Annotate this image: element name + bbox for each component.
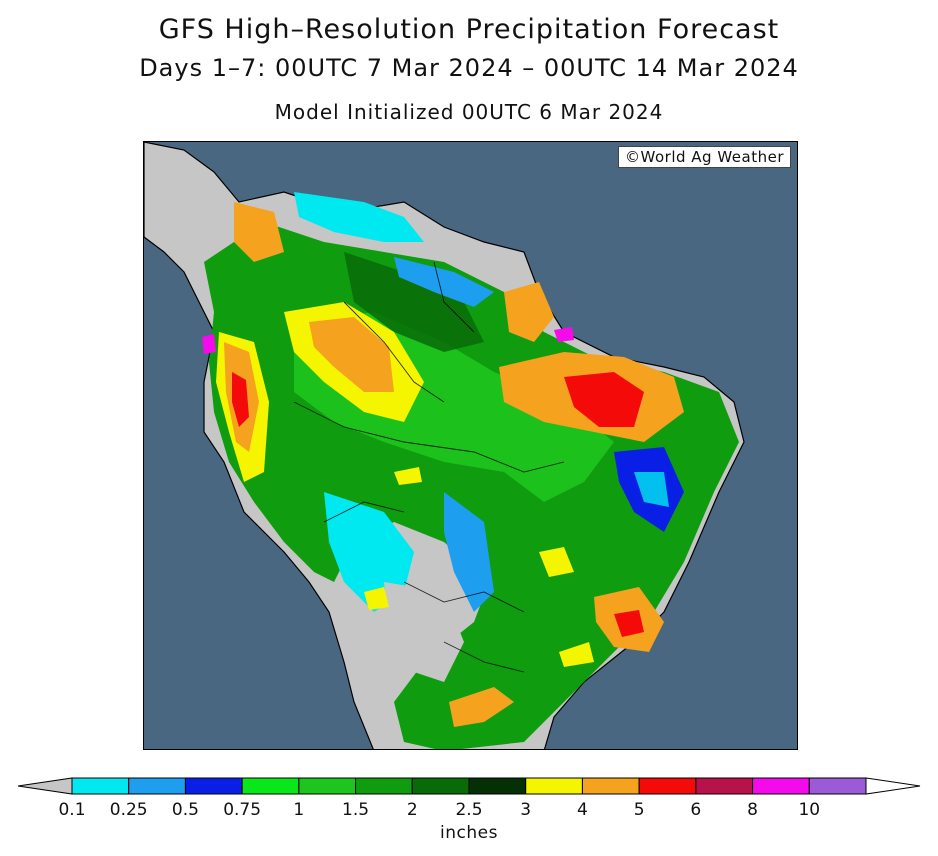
precip-red-andes [232, 372, 249, 427]
colorbar-swatch [184, 777, 243, 795]
colorbar-tick-label: 2 [406, 800, 418, 820]
colorbar-tick-label: 1.5 [342, 800, 370, 820]
colorbar-tick-label: 2.5 [455, 800, 483, 820]
colorbar-tick-label: 1 [293, 800, 305, 820]
precip-orange-west [309, 317, 394, 392]
colorbar-tick-label: 0.5 [171, 800, 199, 820]
precip-magenta-andes [202, 334, 216, 354]
precip-darkgreen-zone [344, 252, 484, 352]
colorbar-swatch [71, 777, 130, 795]
dry-southern-cone [384, 582, 464, 682]
precipitation-map: ©World Ag Weather [143, 141, 798, 750]
colorbar-low-arrow [17, 777, 73, 795]
colorbar-tick-label: 0.1 [58, 800, 86, 820]
precip-cyan-east [634, 472, 669, 507]
precip-red-southeast [614, 610, 644, 637]
colorbar-swatch [581, 777, 640, 795]
precipitation-colorbar [17, 777, 921, 795]
colorbar-high-arrow [865, 777, 921, 795]
precip-blue-south [444, 492, 494, 612]
country-borders [293, 261, 565, 673]
colorbar-swatch [355, 777, 413, 795]
colorbar-swatch [752, 777, 810, 795]
colorbar-swatch [808, 777, 867, 795]
model-init-time: Model Initialized 00UTC 6 Mar 2024 [274, 100, 664, 124]
precip-orange-south [449, 687, 514, 727]
precip-red-northeast [564, 372, 644, 427]
colorbar-swatch [241, 777, 300, 795]
colorbar-swatch [525, 777, 583, 795]
precip-magenta-para [554, 327, 574, 342]
colorbar-swatch [695, 777, 754, 795]
colorbar-tick-label: 3 [520, 800, 532, 820]
colorbar-tick-label: 8 [747, 800, 758, 820]
precip-cyan-south [324, 492, 414, 612]
colorbar-tick-label: 0.75 [223, 800, 262, 820]
colorbar-tick-label: 4 [577, 800, 588, 820]
colorbar-tick-label: 5 [633, 800, 645, 820]
colorbar-swatch [298, 777, 357, 795]
colorbar-tick-label: 10 [798, 800, 821, 820]
precip-blue-north [394, 257, 494, 307]
colorbar-swatch [128, 777, 186, 795]
copyright-label: ©World Ag Weather [618, 146, 791, 168]
colorbar-tick-label: 0.25 [109, 800, 148, 820]
precip-yellow-spots [364, 467, 594, 667]
colorbar-swatch [411, 777, 470, 795]
precipitation-map-canvas [144, 142, 745, 749]
colorbar-swatch [468, 777, 527, 795]
precip-cyan-north [294, 192, 424, 242]
precip-orange-amapa [504, 282, 554, 342]
precip-orange-colombia [234, 202, 284, 262]
colorbar-units: inches [440, 823, 498, 843]
colorbar-tick-label: 6 [690, 800, 702, 820]
colorbar-swatch [638, 777, 697, 795]
map-title: GFS High–Resolution Precipitation Foreca… [158, 14, 780, 45]
forecast-period: Days 1–7: 00UTC 7 Mar 2024 – 00UTC 14 Ma… [139, 54, 799, 82]
